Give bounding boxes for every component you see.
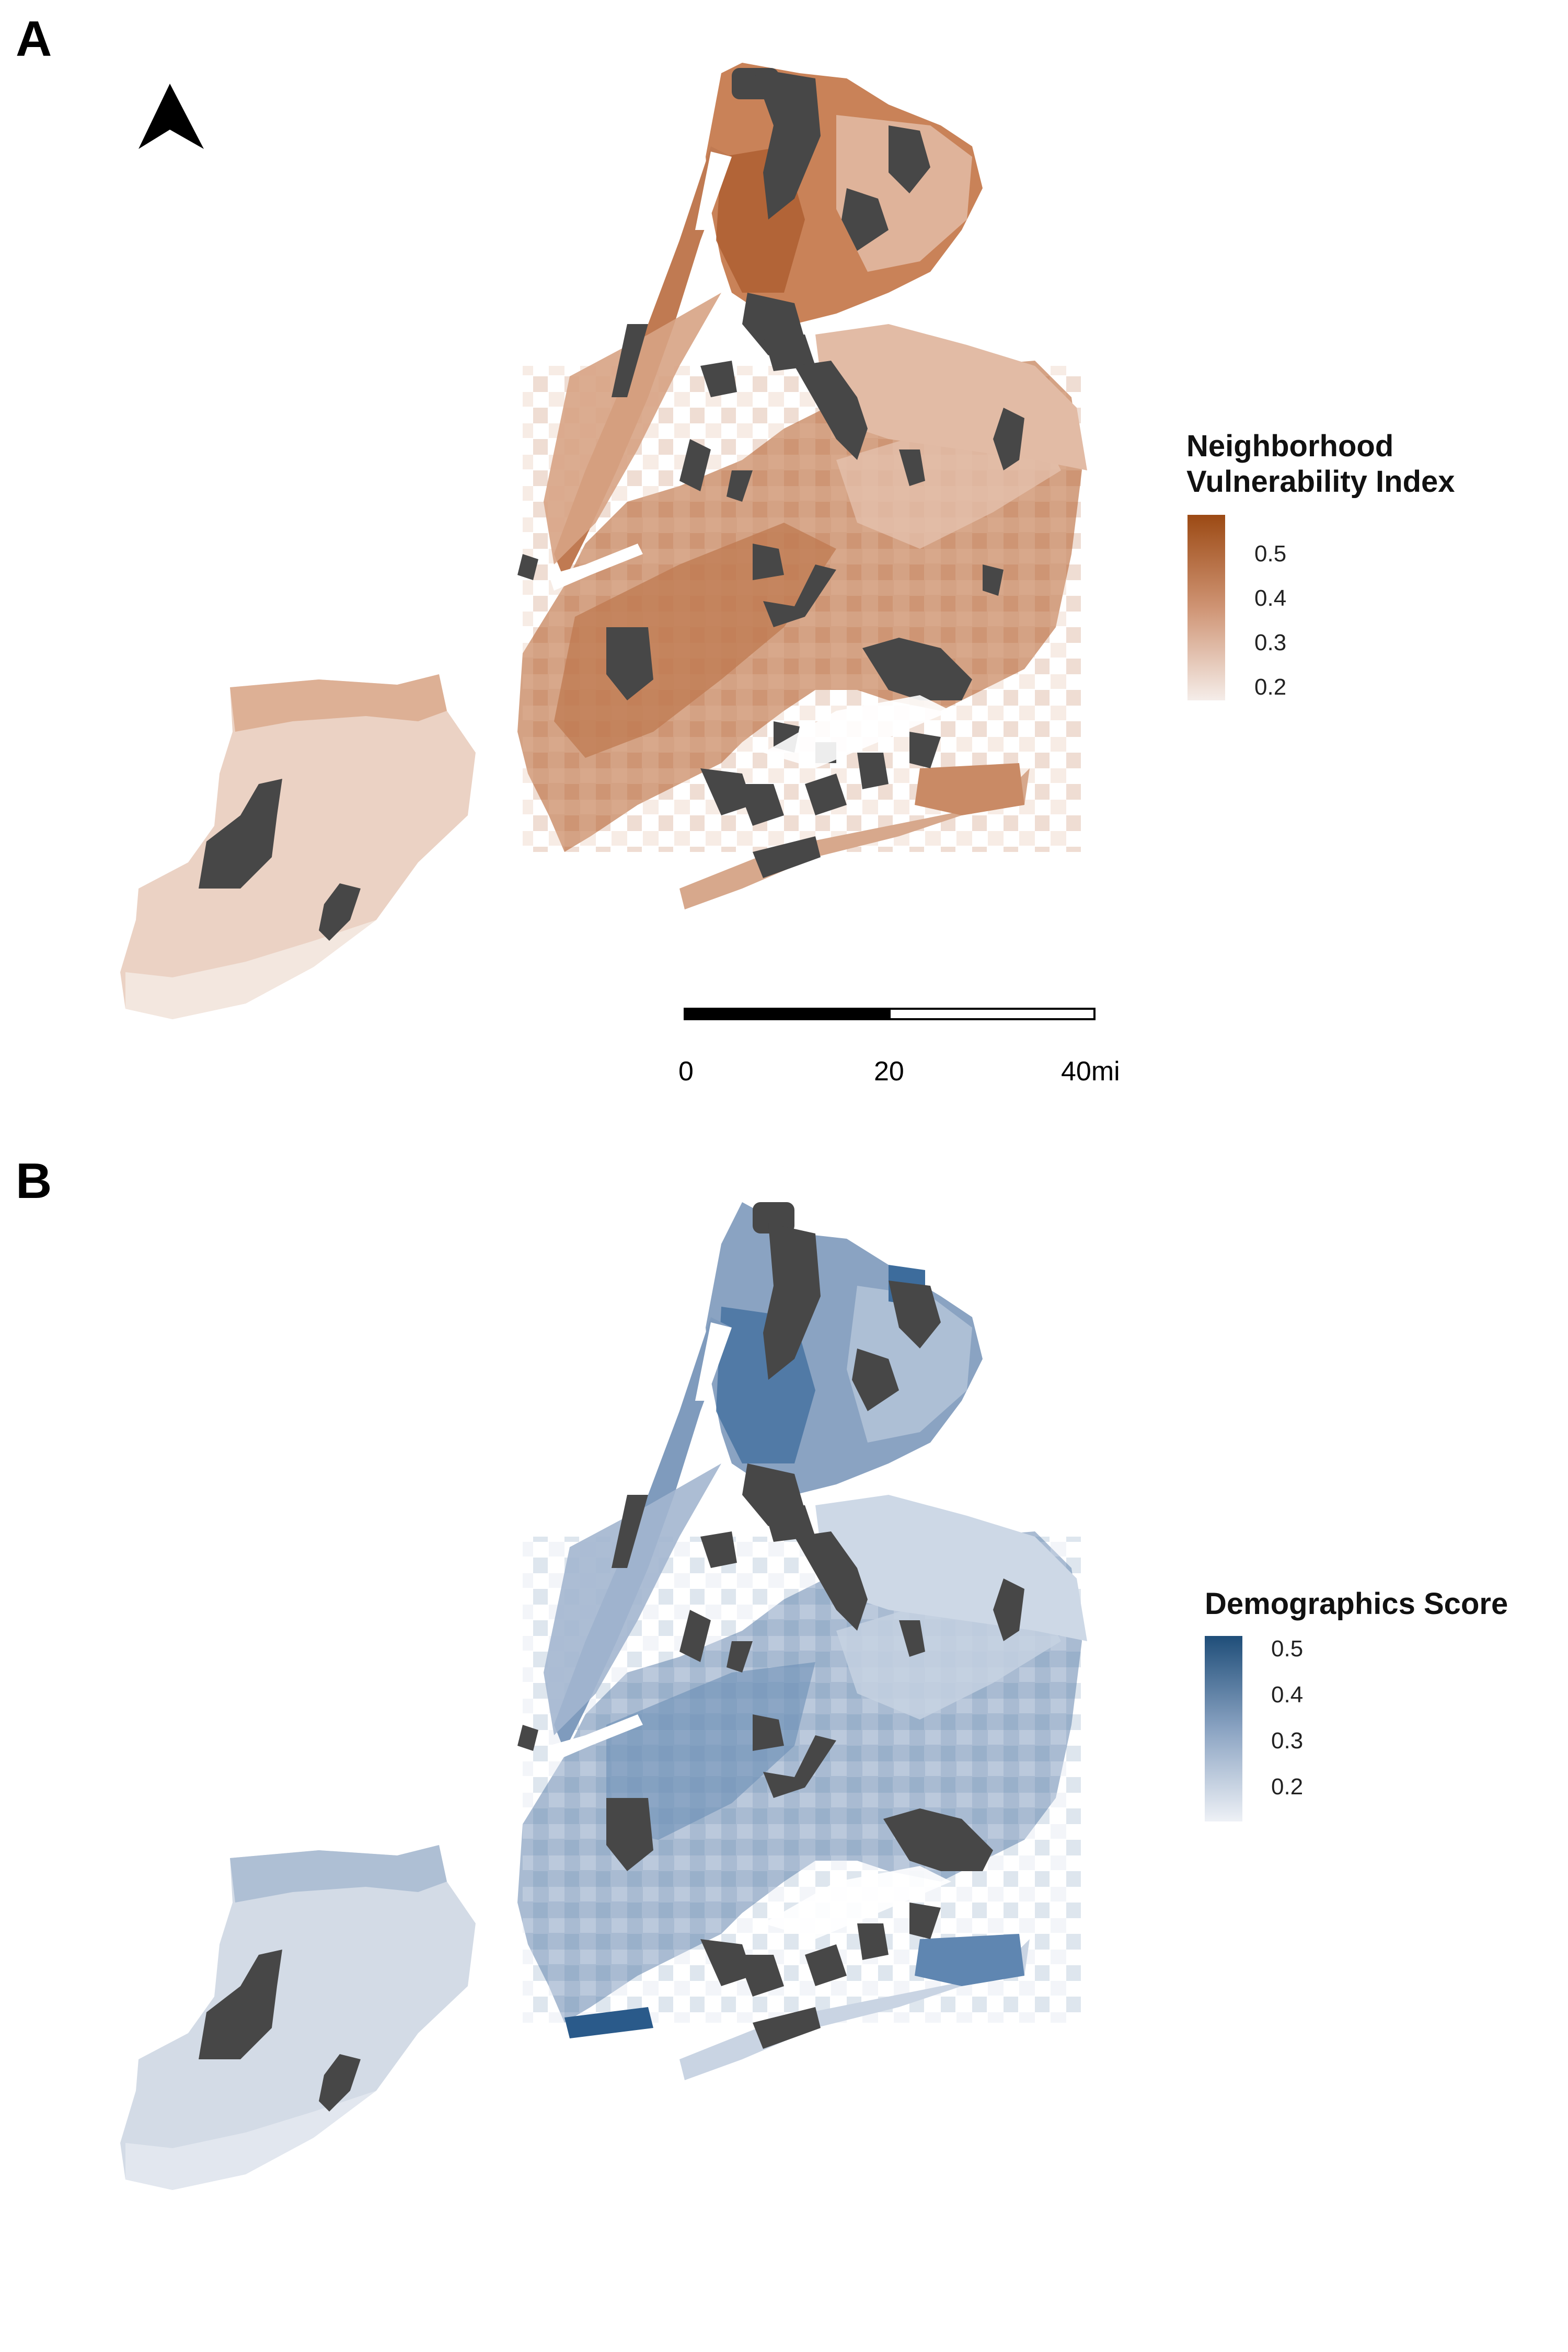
vulnerability-legend-title-line2: Vulnerability Index [1186,465,1455,499]
scale-label-20: 20 [874,1056,904,1087]
vulnerability-legend-tick: 0.4 [1254,585,1287,611]
vulnerability-map [120,63,1096,1020]
demographics-legend-title: Demographics Score [1205,1587,1508,1621]
demographics-legend-tick: 0.3 [1271,1728,1304,1754]
panel-b-label: B [16,1153,52,1209]
north-arrow-icon [139,84,204,149]
demographics-legend-tick: 0.4 [1271,1682,1304,1708]
scale-bar [684,1008,1096,1020]
vulnerability-legend-colorbar [1187,515,1225,700]
parks-and-water-features [517,68,1024,878]
vulnerability-legend-tick: 0.2 [1254,674,1287,700]
demographics-map [120,1202,1087,2190]
scale-label-0: 0 [678,1056,694,1087]
vulnerability-legend-title-line1: Neighborhood [1186,429,1394,463]
staten-island [120,674,476,1019]
demographics-legend-tick: 0.2 [1271,1774,1304,1800]
demographics-legend-tick: 0.5 [1271,1636,1304,1662]
panel-a-label: A [16,11,52,67]
parks-and-water-features-b [517,1202,1024,2049]
scale-label-40mi: 40mi [1061,1056,1120,1087]
vulnerability-legend-tick: 0.3 [1254,630,1287,655]
vulnerability-legend-tick: 0.5 [1254,541,1287,567]
demographics-legend-colorbar [1205,1636,1242,1821]
